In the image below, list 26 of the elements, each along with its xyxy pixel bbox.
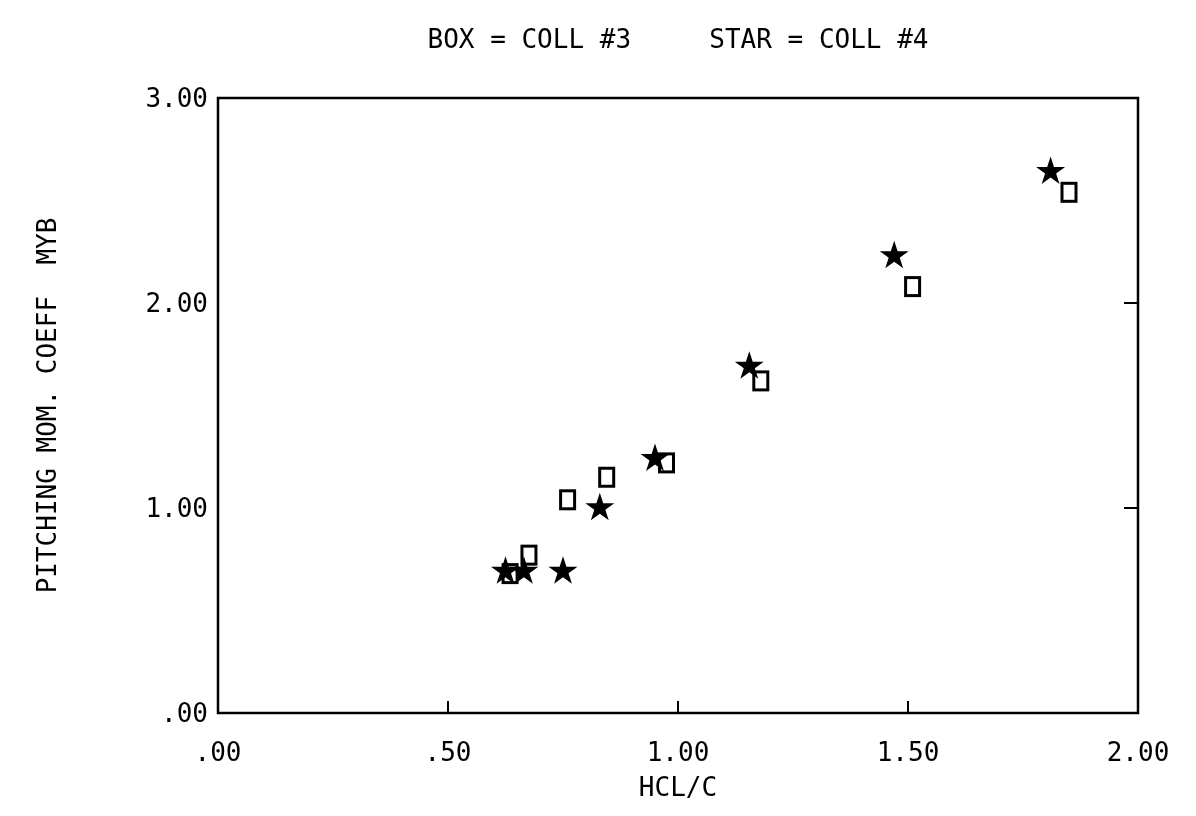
x-tick-label: 2.00: [1106, 737, 1170, 767]
x-tick-label: 1.00: [646, 737, 710, 767]
x-axis-title: HCL/C: [638, 772, 718, 802]
y-tick-label: 3.00: [145, 83, 208, 113]
y-tick-label: .00: [161, 698, 208, 728]
x-tick-label: .00: [194, 737, 242, 767]
point: [640, 443, 670, 472]
point: [598, 466, 616, 488]
y-tick-label: 2.00: [145, 288, 208, 318]
point: [658, 452, 675, 474]
point: [904, 276, 922, 298]
x-tick-label: 1.50: [876, 737, 940, 767]
point: [585, 492, 615, 521]
point: [734, 351, 764, 379]
point: [1060, 181, 1078, 203]
point: [752, 370, 770, 392]
point: [559, 489, 577, 511]
y-tick-label: 1.00: [145, 493, 208, 523]
point: [1036, 156, 1066, 185]
point: [520, 544, 538, 566]
y-axis-title: PITCHING MOM. COEFF MYB: [32, 217, 62, 594]
x-tick-label: .50: [424, 737, 472, 767]
point: [509, 556, 539, 584]
point: [548, 556, 578, 584]
chart-title: BOX = COLL #3 STAR = COLL #4: [427, 24, 929, 54]
point: [879, 240, 909, 269]
